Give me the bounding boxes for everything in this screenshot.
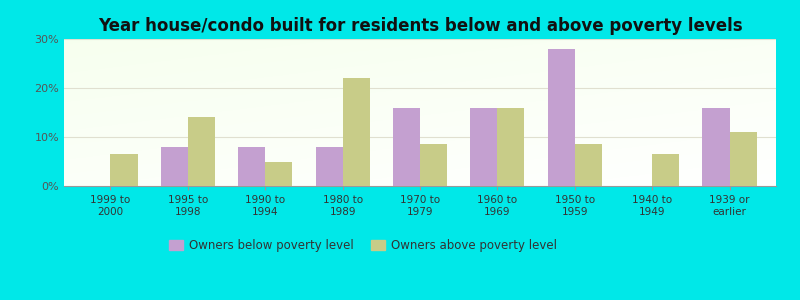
Bar [652, 154, 679, 186]
Bar [393, 108, 420, 186]
Bar [161, 147, 188, 186]
Legend: Owners below poverty level, Owners above poverty level: Owners below poverty level, Owners above… [164, 234, 562, 256]
Bar [238, 147, 266, 186]
Bar [188, 117, 215, 186]
Bar [498, 108, 525, 186]
Bar [730, 132, 757, 186]
Bar [342, 78, 370, 186]
Bar [574, 144, 602, 186]
Bar [548, 49, 574, 186]
Bar [702, 108, 730, 186]
Bar [315, 147, 342, 186]
Bar [470, 108, 498, 186]
Bar [266, 161, 292, 186]
Title: Year house/condo built for residents below and above poverty levels: Year house/condo built for residents bel… [98, 17, 742, 35]
Bar [110, 154, 138, 186]
Bar [420, 144, 447, 186]
